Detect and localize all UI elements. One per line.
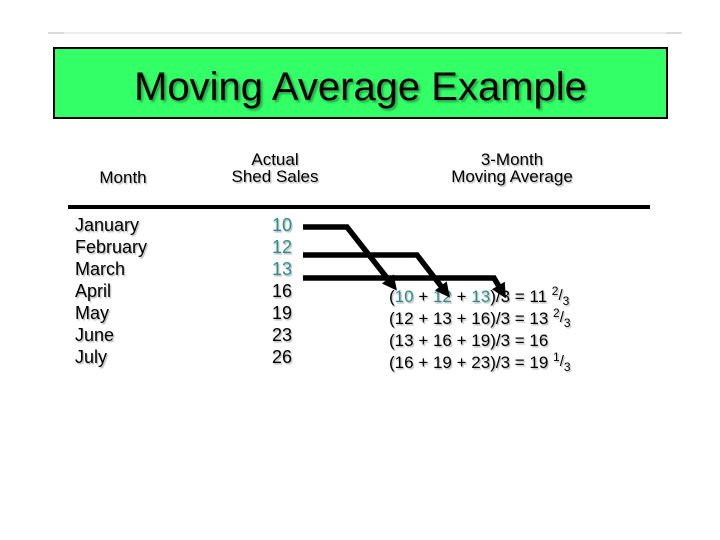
column-header-moving-average: 3-Month Moving Average [427,151,597,185]
formula-text: + [413,331,433,350]
formula-text: + [413,309,433,328]
formula-number: 13 [394,331,414,350]
header-line-shed-sales: Shed Sales [231,167,319,186]
fraction-numerator: 1 [553,350,560,364]
sales-value: 12 [271,237,292,257]
sales-value: 16 [271,281,292,301]
header-line-moving-average: Moving Average [451,167,573,186]
sales-value: 13 [271,259,292,279]
sales-value: 26 [271,347,292,367]
formula-number: 10 [394,287,414,306]
sales-value: 23 [271,325,292,345]
formula-number: 13 [471,287,491,306]
arrow-january-sales-to-formula [303,224,397,291]
title-box: Moving Average Example [53,47,668,119]
formula-text: ( [389,353,395,372]
formula-text: + [451,309,472,328]
fraction-numerator: 2 [551,284,559,298]
fraction-slash: / [559,309,564,326]
formula-number: 12 [394,309,414,328]
fraction-numerator: 2 [553,306,560,320]
formula-result: 11 [529,287,552,306]
fraction-denominator: 3 [563,360,571,374]
formula-number: 16 [471,309,491,328]
month-label: June [75,325,115,345]
moving-average-formula: (10 + 12 + 13)/3 = 11 2/3 [389,280,571,308]
formula-text: )/3 = [490,331,530,350]
column-header-month: Month [99,168,147,187]
formula-number: 16 [432,331,452,350]
formula-number: 23 [471,353,491,372]
formula-text: + [413,287,433,306]
formula-text: )/3 = [490,353,530,372]
formula-text: ( [389,287,395,306]
formula-text: + [451,331,472,350]
formula-number: 16 [394,353,414,372]
formula-text: ( [389,309,395,328]
page-edge-line [48,32,682,34]
header-line-actual: Actual [251,150,299,169]
month-label: January [75,215,140,235]
formula-text: + [413,353,433,372]
page-edge-cap-right [666,32,682,34]
month-label: July [75,347,108,367]
moving-average-formula: (16 + 19 + 23)/3 = 19 1/3 [389,346,571,374]
moving-average-column: (10 + 12 + 13)/3 = 11 2/3 (12 + 13 + 16)… [389,280,571,374]
page-edge-cap-left [48,32,64,34]
sales-value: 10 [271,215,292,235]
formula-text: )/3 = [490,309,530,328]
formula-number: 13 [432,309,452,328]
moving-average-formula: (13 + 16 + 19)/3 = 16 [389,324,571,350]
column-header-actual-shed-sales: Actual Shed Sales [200,151,350,185]
fraction-denominator: 3 [562,294,570,308]
formula-number: 19 [432,353,452,372]
formula-text: + [451,353,472,372]
fraction-slash: / [558,287,563,304]
moving-average-formula: (12 + 13 + 16)/3 = 13 2/3 [389,302,571,330]
formula-text: + [451,287,472,306]
month-label: April [75,281,112,301]
slide-title: Moving Average Example [134,65,587,109]
header-divider-line [68,205,650,209]
sales-value: 19 [271,303,292,323]
month-label: March [75,259,126,279]
formula-text: ( [389,331,395,350]
month-label: May [75,303,110,323]
formula-result: 13 [529,309,554,328]
fraction-slash: / [559,353,564,370]
formula-number: 19 [471,331,491,350]
fraction-denominator: 3 [563,316,571,330]
formula-result: 16 [529,331,549,350]
sales-column: 10 12 13 16 19 23 26 [235,214,292,368]
formula-result: 19 [529,353,554,372]
header-line-3-month: 3-Month [480,150,544,169]
month-label: February [75,237,148,257]
month-column: January February March April May June Ju… [75,214,225,368]
